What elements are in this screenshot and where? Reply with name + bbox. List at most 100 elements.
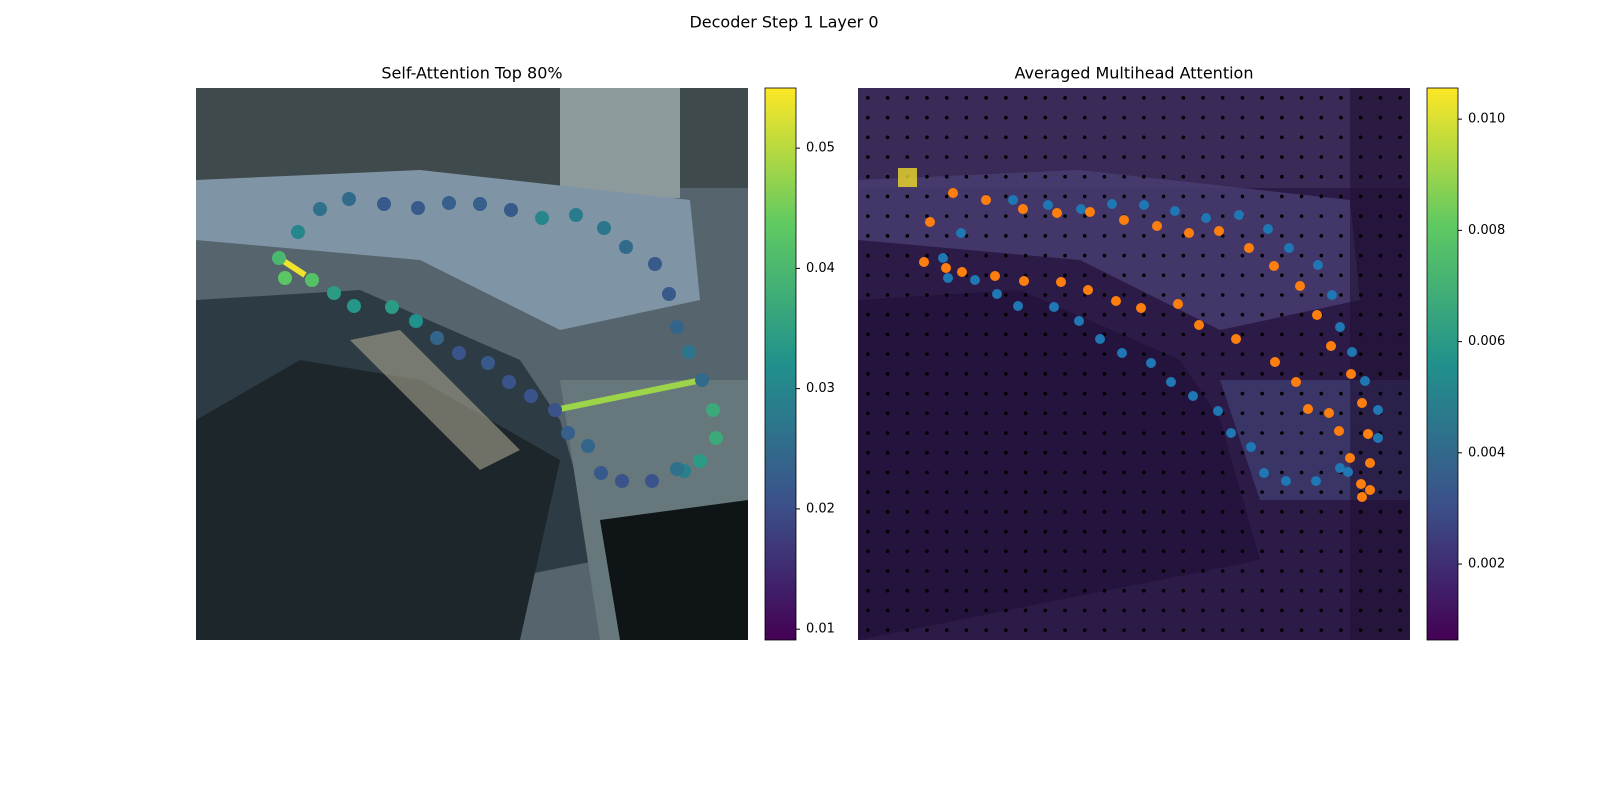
- grid-dot: [925, 628, 929, 632]
- grid-dot: [1260, 332, 1264, 337]
- grid-dot: [925, 470, 929, 475]
- grid-dot: [1299, 96, 1304, 100]
- grid-dot: [1142, 549, 1146, 554]
- grid-dot: [905, 549, 910, 554]
- grid-dot: [1398, 569, 1402, 573]
- plot-area: [272, 192, 723, 488]
- grid-dot: [1260, 490, 1264, 494]
- colorbar-tick-label: 0.04: [806, 261, 835, 276]
- grid-dot: [905, 569, 910, 573]
- grid-dot: [1181, 96, 1186, 100]
- grid-dot: [1201, 549, 1205, 554]
- grid-dot: [1063, 135, 1067, 140]
- grid-dot: [1339, 628, 1343, 632]
- grid-dot: [1280, 155, 1284, 159]
- point: [1346, 369, 1356, 379]
- grid-dot: [1339, 510, 1343, 514]
- grid-dot: [1161, 391, 1166, 396]
- point: [1136, 303, 1146, 313]
- grid-dot: [1260, 549, 1264, 554]
- grid-dot: [1280, 332, 1284, 337]
- grid-dot: [1063, 490, 1067, 494]
- grid-dot: [1102, 234, 1107, 238]
- grid-dot: [905, 628, 910, 632]
- grid-dot: [984, 588, 988, 593]
- point: [938, 253, 948, 263]
- grid-dot: [1240, 115, 1245, 120]
- grid-dot: [944, 490, 949, 494]
- grid-dot: [1319, 391, 1324, 396]
- grid-dot: [1043, 352, 1048, 356]
- grid-dot: [1201, 174, 1205, 179]
- grid-dot: [1063, 529, 1067, 534]
- grid-dot: [1358, 510, 1363, 514]
- grid-dot: [1004, 214, 1008, 218]
- grid-dot: [1339, 135, 1343, 140]
- point: [706, 403, 720, 417]
- grid-dot: [1319, 470, 1324, 475]
- grid-dot: [905, 332, 910, 337]
- grid-dot: [1161, 155, 1166, 159]
- point: [1357, 492, 1367, 502]
- point: [524, 389, 538, 403]
- grid-dot: [1102, 312, 1107, 317]
- grid-dot: [1378, 569, 1383, 573]
- grid-dot: [1004, 450, 1008, 455]
- grid-dot: [905, 490, 910, 494]
- grid-dot: [1220, 214, 1225, 218]
- grid-dot: [1319, 510, 1324, 514]
- grid-dot: [964, 569, 969, 573]
- grid-dot: [1043, 450, 1048, 455]
- grid-dot: [1004, 569, 1008, 573]
- point: [1008, 195, 1018, 205]
- grid-dot: [1398, 96, 1402, 100]
- point: [615, 474, 629, 488]
- grid-dot: [1063, 450, 1067, 455]
- grid-dot: [866, 214, 870, 218]
- grid-dot: [1240, 155, 1245, 159]
- grid-dot: [1102, 135, 1107, 140]
- grid-dot: [1023, 450, 1028, 455]
- grid-dot: [1378, 372, 1383, 376]
- grid-dot: [905, 155, 910, 159]
- colorbar-tick-label: 0.03: [806, 381, 835, 396]
- grid-dot: [1358, 135, 1363, 140]
- grid-dot: [1043, 174, 1048, 179]
- grid-dot: [1043, 96, 1048, 100]
- point: [919, 257, 929, 267]
- grid-dot: [1023, 431, 1028, 435]
- grid-dot: [1102, 214, 1107, 218]
- grid-dot: [1378, 332, 1383, 337]
- grid-dot: [866, 293, 870, 297]
- point: [1246, 442, 1256, 452]
- grid-dot: [984, 470, 988, 475]
- grid-dot: [1082, 549, 1087, 554]
- grid-dot: [866, 234, 870, 238]
- grid-dot: [1043, 431, 1048, 435]
- grid-dot: [1280, 293, 1284, 297]
- grid-dot: [1142, 253, 1146, 258]
- point: [1166, 377, 1176, 387]
- grid-dot: [1082, 352, 1087, 356]
- grid-dot: [944, 549, 949, 554]
- point: [1303, 404, 1313, 414]
- grid-dot: [1280, 608, 1284, 613]
- point: [670, 320, 684, 334]
- grid-dot: [1201, 253, 1205, 258]
- grid-dot: [964, 174, 969, 179]
- grid-dot: [1181, 332, 1186, 337]
- point: [970, 275, 980, 285]
- grid-dot: [1260, 293, 1264, 297]
- grid-dot: [1398, 155, 1402, 159]
- grid-dot: [1398, 273, 1402, 278]
- grid-dot: [885, 569, 890, 573]
- point: [1146, 358, 1156, 368]
- grid-dot: [1299, 273, 1304, 278]
- grid-dot: [1280, 214, 1284, 218]
- grid-dot: [1240, 628, 1245, 632]
- point: [1107, 199, 1117, 209]
- point: [1226, 428, 1236, 438]
- grid-dot: [1142, 214, 1146, 218]
- grid-dot: [1122, 372, 1126, 376]
- grid-dot: [1142, 174, 1146, 179]
